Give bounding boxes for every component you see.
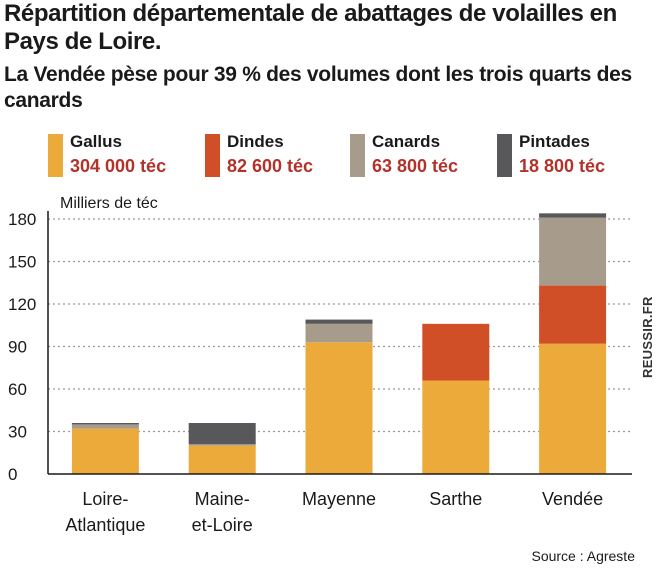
legend-value: 63 800 téc: [372, 156, 459, 176]
bar-segment-gallus: [422, 380, 490, 474]
x-tick-label: Atlantique: [65, 515, 145, 535]
legend-label: Dindes: [227, 132, 284, 151]
y-axis-label: Milliers de téc: [60, 195, 158, 212]
legend-value: 18 800 téc: [519, 156, 606, 176]
legend-label: Pintades: [519, 132, 590, 151]
bar-segment-gallus: [305, 342, 373, 474]
bar-segment-canards: [539, 217, 607, 286]
bar-segment-dindes: [422, 323, 490, 381]
legend-swatch: [350, 134, 365, 177]
x-tick-label: et-Loire: [192, 515, 253, 535]
bar-segment-pintades: [305, 319, 373, 324]
y-tick-label: 150: [8, 253, 36, 272]
bar-segment-gallus: [71, 428, 139, 474]
y-tick-label: 90: [8, 338, 27, 357]
y-tick-label: 120: [8, 295, 36, 314]
legend-value: 304 000 téc: [70, 156, 167, 176]
bar-segment-dindes: [539, 285, 607, 344]
legend-swatch: [48, 134, 63, 177]
y-tick-label: 0: [8, 465, 17, 484]
source-note: Source : Agreste: [531, 548, 635, 564]
legend-label: Gallus: [70, 132, 122, 151]
bar-segment-gallus: [539, 343, 607, 474]
legend-swatch: [497, 134, 512, 177]
chart-subtitle: La Vendée pèse pour 39 % des volumes don…: [4, 63, 632, 112]
x-tick-label: Loire-: [82, 489, 128, 509]
bar-segment-canards: [305, 323, 373, 343]
bar-segment-canards: [188, 444, 256, 446]
bar-segment-gallus: [188, 445, 256, 474]
x-tick-label: Mayenne: [302, 489, 376, 509]
x-tick-label: Maine-: [195, 489, 250, 509]
bar-segment-pintades: [539, 213, 607, 218]
legend-value: 82 600 téc: [227, 156, 314, 176]
brand-watermark: REUSSIR.FR: [640, 296, 655, 378]
bar-segment-canards: [71, 424, 139, 429]
legend-swatch: [205, 134, 220, 177]
x-tick-label: Sarthe: [429, 489, 482, 509]
y-tick-label: 60: [8, 380, 27, 399]
y-tick-label: 180: [8, 210, 36, 229]
chart-title: Répartition départementale de abattages …: [4, 0, 617, 55]
bar-segment-pintades: [188, 423, 256, 445]
bar-segment-pintades: [71, 423, 139, 425]
legend-label: Canards: [372, 132, 441, 151]
y-tick-label: 30: [8, 423, 27, 442]
x-tick-label: Vendée: [542, 489, 603, 509]
